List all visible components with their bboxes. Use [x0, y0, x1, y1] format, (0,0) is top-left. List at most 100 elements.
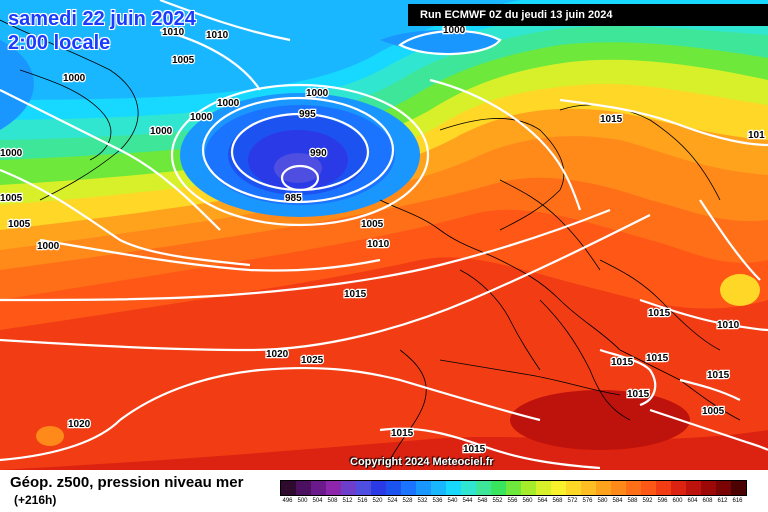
weather-map: 1010 1010 1005 1000 1000 1000 1000 1000 … — [0, 0, 768, 470]
legend-label: 520 — [372, 498, 383, 504]
isobar-label: 1000 — [190, 112, 213, 123]
legend-swatch — [296, 481, 311, 495]
legend-label: 532 — [417, 498, 428, 504]
lead-time: (+216h) — [14, 493, 57, 507]
legend-label: 600 — [672, 498, 683, 504]
legend-swatch — [626, 481, 641, 495]
legend-swatch — [611, 481, 626, 495]
coastlines — [0, 19, 741, 461]
isobar-label: 1015 — [627, 389, 650, 400]
legend-label: 612 — [717, 498, 728, 504]
isobar-label: 1010 — [367, 239, 390, 250]
legend-swatch — [521, 481, 536, 495]
isobar-label: 1025 — [301, 355, 324, 366]
legend-swatch — [656, 481, 671, 495]
legend-swatch — [731, 481, 746, 495]
isobar-label: 1005 — [702, 406, 725, 417]
isobar-label: 985 — [285, 193, 302, 204]
legend-label: 508 — [327, 498, 338, 504]
isobar-labels: 1010 1010 1005 1000 1000 1000 1000 1000 … — [0, 24, 766, 457]
legend-swatch — [716, 481, 731, 495]
forecast-date: samedi 22 juin 2024 — [8, 8, 196, 30]
legend-label: 544 — [462, 498, 473, 504]
legend-swatch — [461, 481, 476, 495]
isobar-label: 1010 — [162, 27, 185, 38]
isobar-label: 1000 — [443, 25, 466, 36]
legend-swatch — [431, 481, 446, 495]
isobar-label: 1005 — [8, 219, 31, 230]
legend-label: 524 — [387, 498, 398, 504]
copyright-notice: Copyright 2024 Meteociel.fr — [350, 456, 494, 468]
isobar-label: 1015 — [463, 444, 486, 455]
isobar-label: 1005 — [172, 55, 195, 66]
legend-swatch — [416, 481, 431, 495]
isobar-label: 1005 — [0, 193, 23, 204]
legend-label: 584 — [612, 498, 623, 504]
legend-swatch — [551, 481, 566, 495]
legend-label: 556 — [507, 498, 518, 504]
legend-label: 580 — [597, 498, 608, 504]
legend-label: 576 — [582, 498, 593, 504]
isobar-label: 1020 — [266, 349, 289, 360]
legend-swatch — [401, 481, 416, 495]
legend-swatch — [596, 481, 611, 495]
legend-swatch — [446, 481, 461, 495]
isobar-label: 995 — [299, 109, 316, 120]
product-title: Géop. z500, pression niveau mer — [10, 474, 244, 491]
legend-swatch — [671, 481, 686, 495]
legend-swatch — [311, 481, 326, 495]
legend-label: 592 — [642, 498, 653, 504]
isobar-label: 1000 — [63, 73, 86, 84]
legend-swatch — [476, 481, 491, 495]
isobar-label: 1015 — [646, 353, 669, 364]
legend-swatch — [701, 481, 716, 495]
isobar-label: 1010 — [206, 30, 229, 41]
legend-label: 500 — [297, 498, 308, 504]
isobar-label: 1000 — [37, 241, 60, 252]
isobar-label: 1015 — [611, 357, 634, 368]
legend-label: 568 — [552, 498, 563, 504]
legend-label: 504 — [312, 498, 323, 504]
legend-swatch — [341, 481, 356, 495]
isobar-label: 1000 — [306, 88, 329, 99]
legend-swatch — [326, 481, 341, 495]
legend-label: 548 — [477, 498, 488, 504]
isobar-label: 1020 — [68, 419, 91, 430]
map-footer: Géop. z500, pression niveau mer (+216h) … — [0, 470, 768, 512]
legend-label: 604 — [687, 498, 698, 504]
legend-label: 540 — [447, 498, 458, 504]
isobar-label: 1000 — [217, 98, 240, 109]
legend-label: 528 — [402, 498, 413, 504]
forecast-time: 2:00 locale — [8, 32, 111, 54]
run-info: Run ECMWF 0Z du jeudi 13 juin 2024 — [408, 4, 768, 26]
isobar-label: 990 — [310, 148, 327, 159]
legend-label: 608 — [702, 498, 713, 504]
legend-swatch — [506, 481, 521, 495]
legend-label: 596 — [657, 498, 668, 504]
legend-label: 516 — [357, 498, 368, 504]
isobar-label: 101 — [748, 130, 765, 141]
legend-label: 536 — [432, 498, 443, 504]
legend-swatch — [566, 481, 581, 495]
map-svg: 1010 1010 1005 1000 1000 1000 1000 1000 … — [0, 0, 768, 470]
isobar-label: 1015 — [648, 308, 671, 319]
legend-swatch — [686, 481, 701, 495]
isobar-label: 1015 — [391, 428, 414, 439]
legend-label: 552 — [492, 498, 503, 504]
isobar-label: 1015 — [600, 114, 623, 125]
isobar-label: 1010 — [717, 320, 740, 331]
isobar-lines — [0, 0, 768, 470]
legend-label: 564 — [537, 498, 548, 504]
legend-swatch — [491, 481, 506, 495]
isobar-label: 1015 — [344, 289, 367, 300]
legend-swatch — [641, 481, 656, 495]
legend-swatch — [581, 481, 596, 495]
isobar-label: 1005 — [361, 219, 384, 230]
isobar-label: 1015 — [707, 370, 730, 381]
legend-label: 572 — [567, 498, 578, 504]
legend-swatch — [371, 481, 386, 495]
legend-swatch — [536, 481, 551, 495]
geopotential-fill — [0, 0, 768, 470]
legend-label: 588 — [627, 498, 638, 504]
legend-swatch — [386, 481, 401, 495]
